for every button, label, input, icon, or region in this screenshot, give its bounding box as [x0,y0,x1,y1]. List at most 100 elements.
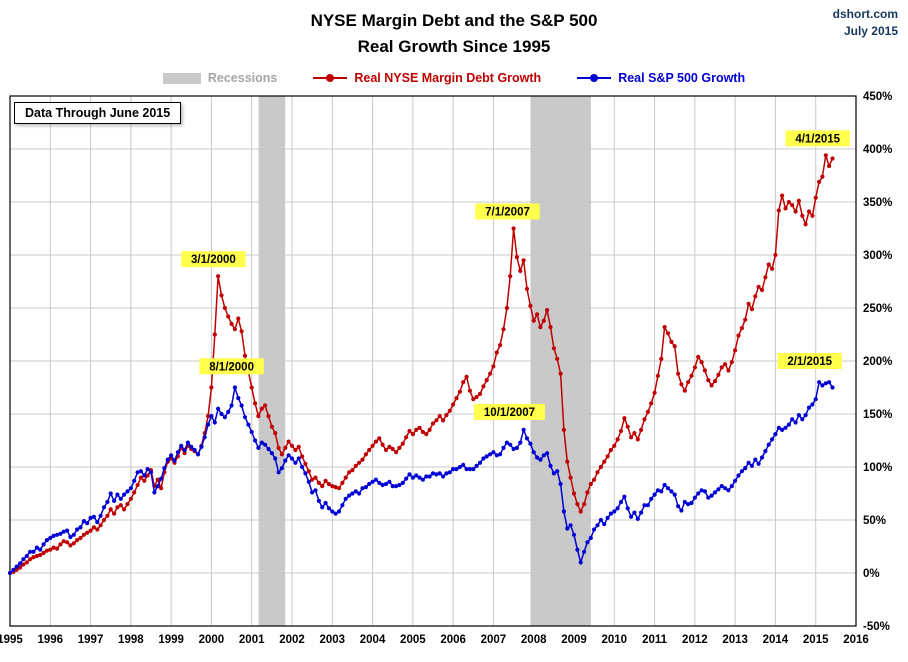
sp500-series-point [350,491,355,496]
margin-debt-series-point [719,365,724,370]
sp500-series-point [692,495,698,500]
sp500-series-point [632,510,637,515]
margin-debt-series-point [696,354,701,359]
margin-debt-series-point [773,252,778,258]
sp500-series-point [712,490,718,495]
sp500-series-point [723,486,728,491]
sp500-series-point [622,494,627,499]
margin-debt-series-point [400,441,405,446]
margin-debt-series-point [612,443,617,448]
sp500-series-point [783,425,788,430]
sp500-series-point [273,456,278,461]
sp500-series-point [306,479,311,484]
sp500-series-point [333,511,338,516]
margin-debt-series-point [585,490,590,495]
margin-debt-series-point [380,442,385,447]
sp500-series-point [85,521,90,526]
margin-debt-series-point [535,312,540,317]
sp500-series-point [810,402,815,407]
x-axis-tick-label: 1997 [78,634,104,646]
sp500-series-point [776,425,781,430]
x-axis-tick-label: 2004 [360,634,386,646]
margin-debt-series-point [508,274,513,279]
margin-debt-series-point [118,503,123,508]
margin-debt-series-point [28,557,33,562]
sp500-series-point [232,385,237,390]
margin-debt-series-point [766,262,771,267]
margin-debt-series-point [75,538,80,543]
sp500-series-point [249,429,254,435]
sp500-series-point [390,484,395,489]
margin-debt-series-point [484,378,489,383]
sp500-series-point [195,452,201,457]
margin-debt-series-point [31,555,36,560]
sp500-series-point [770,437,775,442]
margin-debt-series-point [212,332,217,337]
margin-debt-series-point [182,451,187,456]
margin-debt-series-point [377,436,382,441]
margin-debt-series-point [759,287,765,293]
sp500-series-point [417,475,422,480]
annotation-label: 4/1/2015 [795,133,840,145]
annotation-highlight [199,358,264,375]
sp500-series-point [790,417,795,422]
sp500-series-point [353,489,358,494]
margin-debt-series-point [320,484,325,489]
margin-debt-series-point [383,447,389,453]
sp500-series-point [686,502,691,507]
margin-debt-series-point [521,258,526,263]
sp500-series-point [736,473,741,478]
y-axis-tick-label: 100% [863,462,892,474]
sp500-series-point [404,476,409,481]
margin-debt-series-point [226,314,231,319]
margin-debt-series-point [128,496,133,501]
margin-debt-series-point [817,179,822,184]
sp500-series-point [169,453,174,458]
sp500-series-point [98,513,103,518]
margin-debt-series-point [686,380,691,385]
margin-debt-series-point [645,409,651,414]
sp500-series-point [441,474,446,479]
sp500-series-point [739,469,745,474]
margin-debt-series-point [61,539,66,544]
sp500-series-point [618,499,624,505]
sp500-series-point [128,486,133,491]
sp500-series-point [444,471,449,476]
sp500-series-point [605,515,610,520]
source-block: dshort.com July 2015 [833,6,898,41]
sp500-series-point [58,531,63,536]
sp500-series-point [363,485,368,490]
margin-debt-series-point [71,541,76,546]
sp500-series-point [806,405,812,410]
margin-debt-series-point [125,502,130,507]
margin-debt-series-point [21,562,26,567]
margin-debt-series-point [679,382,684,387]
margin-debt-series-point [629,435,634,440]
annotation-highlight [475,203,540,220]
margin-debt-series-point [306,469,311,474]
sp500-series-point [259,440,264,445]
sp500-series-point [508,442,513,447]
x-axis-tick-label: 1996 [37,634,63,646]
margin-debt-series-point [34,553,40,559]
margin-debt-series-point [618,428,624,434]
margin-debt-series-point [430,421,436,426]
margin-debt-series-point [723,362,728,367]
margin-debt-series-point [363,452,368,457]
sp500-series-point [488,452,493,457]
margin-debt-series-point [605,454,610,459]
margin-debt-series-point [269,424,274,429]
sp500-series-point [582,549,587,554]
sp500-series-point [642,503,647,508]
sp500-series-point [212,420,217,425]
margin-debt-series-point [216,274,221,279]
sp500-series-point [635,516,640,521]
sp500-series-point [316,498,321,503]
sp500-series-point [729,484,734,489]
sp500-series-point [162,466,167,471]
sp500-series-point [91,514,96,519]
sp500-series-point [370,479,375,484]
x-axis-tick-label: 2015 [803,634,829,646]
y-axis-tick-label: 300% [863,250,892,262]
margin-debt-series-point [417,425,422,430]
